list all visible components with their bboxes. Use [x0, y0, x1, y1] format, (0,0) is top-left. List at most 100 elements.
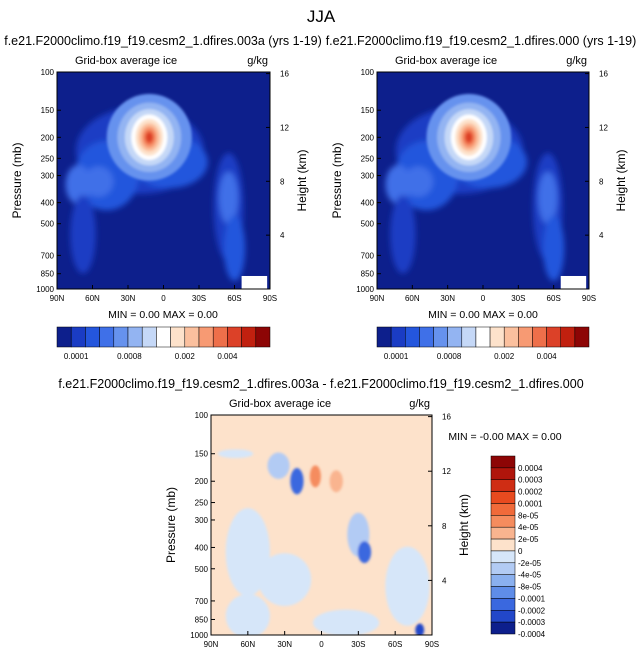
x-tick-label: 90S	[582, 294, 596, 303]
field-peak	[426, 93, 512, 181]
colorbar-box	[198, 326, 214, 348]
contour-level	[403, 166, 434, 197]
contour-level	[543, 215, 565, 281]
colorbar-box	[546, 326, 561, 348]
y-tick-label: 150	[195, 450, 209, 459]
y-tick-label: 300	[41, 172, 55, 181]
contour-level	[217, 449, 254, 459]
chart-panel-2: f.e21.F2000climo.f19_f19.cesm2_1.dfires.…	[326, 34, 637, 361]
contour-level	[225, 594, 270, 635]
x-tick-label: 90N	[370, 294, 385, 303]
chart-units: g/kg	[566, 55, 587, 67]
colorbar-label: 0.002	[494, 352, 515, 361]
colorbar-box	[376, 326, 392, 348]
x-tick-label: 30N	[440, 294, 455, 303]
x-tick-label: 90S	[263, 294, 277, 303]
y-tick-label: 400	[361, 199, 375, 208]
colorbar-label: 0.0001	[518, 499, 543, 508]
y-tick-label: 100	[195, 411, 209, 420]
plot-area	[211, 415, 432, 635]
colorbar-box	[447, 326, 463, 348]
x-tick-label: 30S	[511, 294, 525, 303]
colorbar-box	[574, 326, 590, 348]
colorbar-label: 0.0008	[437, 352, 462, 361]
x-tick-label: 30N	[277, 640, 292, 649]
colorbar-label: 4e-05	[518, 523, 539, 532]
colorbar-box	[490, 574, 516, 587]
colorbar: 0.0001 0.0008 0.002 0.004	[56, 326, 271, 361]
colorbar-box	[490, 503, 516, 516]
colorbar-label: -0.0003	[518, 618, 546, 627]
colorbar-label: 2e-05	[518, 535, 539, 544]
contour-level	[385, 164, 411, 205]
contour-level	[329, 470, 343, 493]
contour-level	[267, 452, 290, 479]
y-tick-label: 500	[361, 220, 375, 229]
y-tick-label: 500	[41, 220, 55, 229]
colorbar-label: 0.004	[537, 352, 558, 361]
colorbar-box	[560, 326, 576, 348]
y-right-tick-label: 16	[599, 70, 608, 79]
y-tick-label: 850	[195, 615, 209, 624]
x-tick-label: 60S	[227, 294, 241, 303]
colorbar-label: 0.0003	[518, 476, 543, 485]
y-tick-label: 400	[41, 199, 55, 208]
colorbar-box	[113, 326, 129, 348]
y-tick-label: 850	[41, 270, 55, 279]
colorbar-box	[475, 326, 491, 348]
contour-level	[218, 171, 239, 224]
colorbar-label: 0.0004	[518, 464, 543, 473]
x-tick-label: 60N	[240, 640, 255, 649]
colorbar-label: 0	[518, 547, 523, 556]
y-right-tick-label: 16	[442, 413, 451, 422]
chart-title: f.e21.F2000climo.f19_f19.cesm2_1.dfires.…	[4, 34, 322, 48]
y-tick-label: 400	[195, 543, 209, 552]
y-right-tick-label: 8	[599, 177, 604, 186]
y-right-tick-label: 12	[599, 123, 608, 132]
chart-title: f.e21.F2000climo.f19_f19.cesm2_1.dfires.…	[326, 34, 637, 48]
colorbar-label: 0.0001	[64, 352, 89, 361]
colorbar-box	[461, 326, 477, 348]
contour-level	[83, 166, 114, 197]
x-tick-label: 30S	[192, 294, 206, 303]
chart-panel-1: f.e21.F2000climo.f19_f19.cesm2_1.dfires.…	[4, 34, 322, 361]
x-tick-label: 30N	[121, 294, 136, 303]
colorbar-box	[490, 479, 516, 492]
colorbar-box	[85, 326, 100, 348]
contour-level	[312, 609, 380, 635]
chart-subtitle-left: Grid-box average ice	[395, 55, 497, 67]
colorbar-box	[184, 326, 200, 348]
colorbar-box	[156, 326, 171, 348]
y-right-axis-label: Height (km)	[457, 494, 471, 556]
y-tick-label: 100	[41, 68, 55, 77]
colorbar-box	[170, 326, 186, 348]
chart-units: g/kg	[409, 398, 430, 410]
x-tick-label: 0	[161, 294, 166, 303]
plot-area	[57, 72, 270, 289]
colorbar-label: -2e-05	[518, 559, 542, 568]
y-tick-label: 700	[361, 251, 375, 260]
y-right-tick-label: 16	[280, 70, 289, 79]
colorbar-box	[490, 538, 516, 552]
x-tick-label: 90S	[425, 640, 439, 649]
chart-units: g/kg	[247, 55, 268, 67]
y-tick-label: 1000	[356, 285, 374, 294]
colorbar-box	[490, 455, 516, 469]
terrain-mask	[560, 275, 587, 289]
y-tick-label: 300	[195, 516, 209, 525]
chart-title: f.e21.F2000climo.f19_f19.cesm2_1.dfires.…	[58, 377, 583, 391]
colorbar-box	[212, 326, 228, 348]
y-right-tick-label: 12	[280, 123, 289, 132]
colorbar-box	[241, 326, 257, 348]
x-tick-label: 60N	[85, 294, 100, 303]
y-right-tick-label: 4	[442, 576, 447, 585]
colorbar-label: 8e-05	[518, 511, 539, 520]
colorbar-box	[490, 515, 516, 528]
y-tick-label: 1000	[36, 285, 54, 294]
y-axis-label: Pressure (mb)	[164, 487, 178, 563]
x-tick-label: 0	[319, 640, 324, 649]
y-tick-label: 700	[195, 597, 209, 606]
colorbar-box	[490, 598, 516, 611]
x-tick-label: 60N	[405, 294, 420, 303]
